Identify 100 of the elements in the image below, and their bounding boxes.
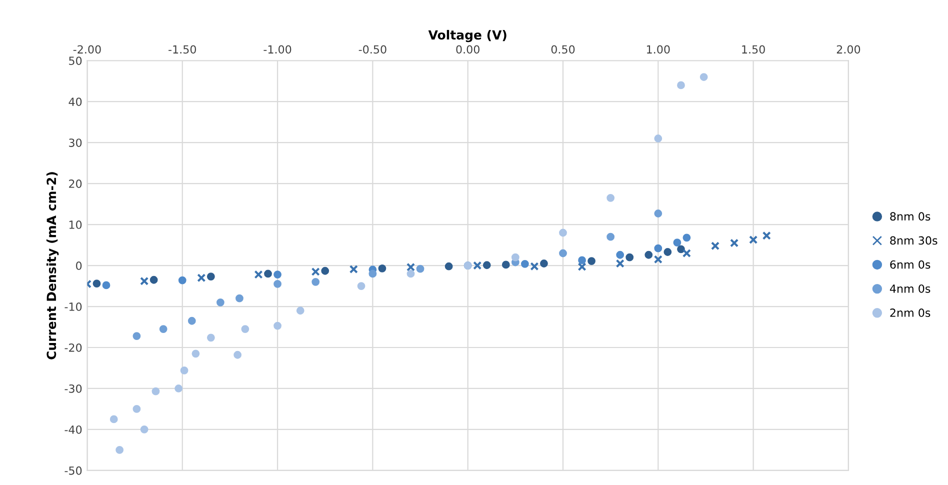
x-axis-title: Voltage (V) — [428, 30, 506, 42]
point — [159, 325, 168, 334]
point — [730, 238, 739, 248]
point — [312, 278, 320, 286]
point — [216, 298, 224, 306]
point — [482, 261, 491, 270]
point — [673, 238, 682, 247]
point — [140, 426, 148, 434]
point — [606, 194, 615, 202]
point — [682, 234, 691, 242]
point — [511, 253, 520, 262]
point — [502, 260, 510, 269]
point — [152, 387, 160, 396]
x-tick-label: -1.00 — [264, 45, 292, 54]
y-tick-label: 0 — [76, 262, 82, 270]
point — [762, 231, 771, 240]
point — [178, 276, 186, 284]
y-tick-label: 40 — [68, 98, 82, 106]
point — [206, 334, 215, 342]
point — [749, 235, 758, 244]
point — [132, 332, 141, 340]
point — [349, 264, 358, 274]
point — [578, 256, 586, 264]
y-tick-label: 50 — [69, 56, 82, 66]
point — [311, 267, 320, 276]
point — [559, 249, 567, 258]
x-tick-label: 2.00 — [836, 45, 860, 54]
point — [677, 245, 685, 254]
point — [132, 405, 141, 413]
x-tick-label: -0.50 — [358, 45, 386, 54]
legend-label: 2nm 0s — [890, 308, 930, 317]
point — [188, 316, 196, 325]
x-tick-label: 1.50 — [742, 45, 765, 54]
point — [406, 270, 415, 278]
y-axis-title: Current Density (mA cm-2) — [46, 172, 59, 360]
point — [357, 282, 366, 290]
point — [236, 294, 244, 302]
y-tick-label: -50 — [64, 466, 82, 475]
point — [197, 274, 206, 282]
point — [710, 242, 720, 250]
point — [140, 276, 149, 286]
point — [180, 366, 188, 374]
legend-label: 8nm 0s — [890, 212, 930, 221]
point — [444, 262, 453, 270]
point — [644, 250, 653, 259]
point — [588, 257, 596, 265]
point — [677, 81, 685, 90]
point — [530, 262, 539, 271]
point — [540, 260, 548, 268]
y-tick-label: 10 — [69, 220, 82, 229]
point — [368, 270, 377, 278]
point — [473, 261, 482, 270]
point — [578, 262, 586, 272]
point — [654, 255, 662, 264]
x-tick-label: -1.50 — [168, 45, 196, 54]
y-tick-label: 30 — [69, 138, 82, 147]
y-tick-label: 20 — [69, 180, 82, 188]
point — [264, 270, 272, 278]
point — [206, 272, 215, 281]
point — [274, 270, 282, 279]
x-tick-label: -2.00 — [73, 45, 101, 54]
y-tick-label: -10 — [64, 302, 82, 311]
point — [92, 280, 101, 288]
point — [520, 260, 529, 268]
point — [150, 276, 158, 284]
point — [406, 262, 416, 272]
point — [110, 415, 118, 424]
y-tick-label: -30 — [64, 384, 82, 393]
legend-label: 6nm 0s — [890, 260, 930, 269]
y-tick-label: -20 — [64, 343, 82, 352]
point — [664, 248, 672, 256]
point — [559, 228, 567, 237]
point — [606, 232, 615, 241]
x-tick-label: 0.00 — [456, 45, 480, 54]
point — [116, 446, 124, 454]
point — [102, 281, 110, 290]
point — [234, 350, 242, 359]
point — [192, 350, 200, 358]
point — [378, 264, 386, 272]
point — [241, 325, 250, 334]
x-tick-label: 1.00 — [647, 45, 670, 54]
point — [416, 264, 424, 273]
point — [174, 384, 183, 392]
legend-label: 4nm 0s — [890, 284, 930, 293]
point — [700, 73, 708, 81]
legend-label: 8nm 30s — [890, 236, 938, 245]
point — [654, 210, 662, 218]
point — [616, 250, 624, 259]
point — [296, 306, 304, 315]
point — [626, 253, 634, 262]
point — [274, 280, 282, 288]
point — [254, 270, 263, 279]
y-tick-label: -40 — [64, 425, 82, 434]
point — [616, 259, 624, 268]
x-tick-label: 0.50 — [551, 45, 575, 54]
point — [654, 244, 662, 252]
point — [682, 248, 691, 258]
point — [274, 322, 282, 330]
point — [654, 134, 662, 142]
point — [321, 266, 330, 275]
